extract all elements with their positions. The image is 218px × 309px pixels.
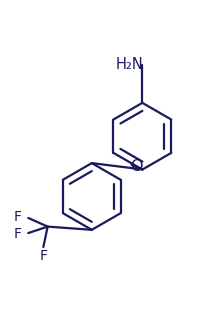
Text: H₂N: H₂N [116,57,143,72]
Text: O: O [130,159,142,175]
Text: F: F [14,227,22,241]
Text: F: F [39,249,47,263]
Text: F: F [14,210,22,224]
